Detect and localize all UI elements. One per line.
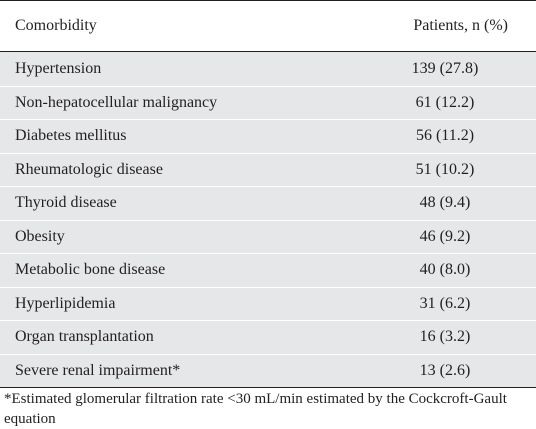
row-label: Organ transplantation xyxy=(15,328,154,346)
row-value: 139 (27.8) xyxy=(411,59,479,77)
table-body: Hypertension 139 (27.8) Non-hepatocellul… xyxy=(0,52,536,387)
row-label: Non-hepatocellular malignancy xyxy=(15,93,218,111)
row-label: Metabolic bone disease xyxy=(15,261,166,279)
row-value: 56 (11.2) xyxy=(415,127,475,145)
table-row: Metabolic bone disease 40 (8.0) xyxy=(0,253,536,287)
table-row: Non-hepatocellular malignancy 61 (12.2) xyxy=(0,85,536,119)
table-row: Organ transplantation 16 (3.2) xyxy=(0,320,536,354)
row-value: 51 (10.2) xyxy=(415,160,475,178)
row-label: Thyroid disease xyxy=(15,194,117,212)
table-row: Obesity 46 (9.2) xyxy=(0,219,536,253)
row-label: Rheumatologic disease xyxy=(15,160,163,178)
row-value: 61 (12.2) xyxy=(415,93,475,111)
table-footnote: *Estimated glomerular filtration rate <3… xyxy=(4,391,507,427)
row-value: 40 (8.0) xyxy=(419,261,471,279)
row-value: 31 (6.2) xyxy=(419,294,471,312)
table-row: Diabetes mellitus 56 (11.2) xyxy=(0,119,536,153)
row-label: Diabetes mellitus xyxy=(15,127,127,145)
header-comorbidity: Comorbidity xyxy=(15,17,97,34)
row-label: Hyperlipidemia xyxy=(15,294,116,312)
row-label: Hypertension xyxy=(15,59,102,77)
table-header: Comorbidity Patients, n (%) xyxy=(0,1,536,52)
row-value: 46 (9.2) xyxy=(419,227,471,245)
table-row: Hypertension 139 (27.8) xyxy=(0,52,536,86)
table-row: Thyroid disease 48 (9.4) xyxy=(0,186,536,220)
comorbidity-table: Comorbidity Patients, n (%) Hypertension… xyxy=(0,0,536,388)
row-value: 48 (9.4) xyxy=(419,194,471,212)
row-value: 16 (3.2) xyxy=(419,328,471,346)
header-patients: Patients, n (%) xyxy=(413,17,508,34)
row-label: Obesity xyxy=(15,227,65,245)
table-row: Rheumatologic disease 51 (10.2) xyxy=(0,152,536,186)
table-row: Severe renal impairment* 13 (2.6) xyxy=(0,353,536,387)
table-row: Hyperlipidemia 31 (6.2) xyxy=(0,286,536,320)
row-label: Severe renal impairment* xyxy=(15,361,181,379)
row-value: 13 (2.6) xyxy=(419,361,471,379)
